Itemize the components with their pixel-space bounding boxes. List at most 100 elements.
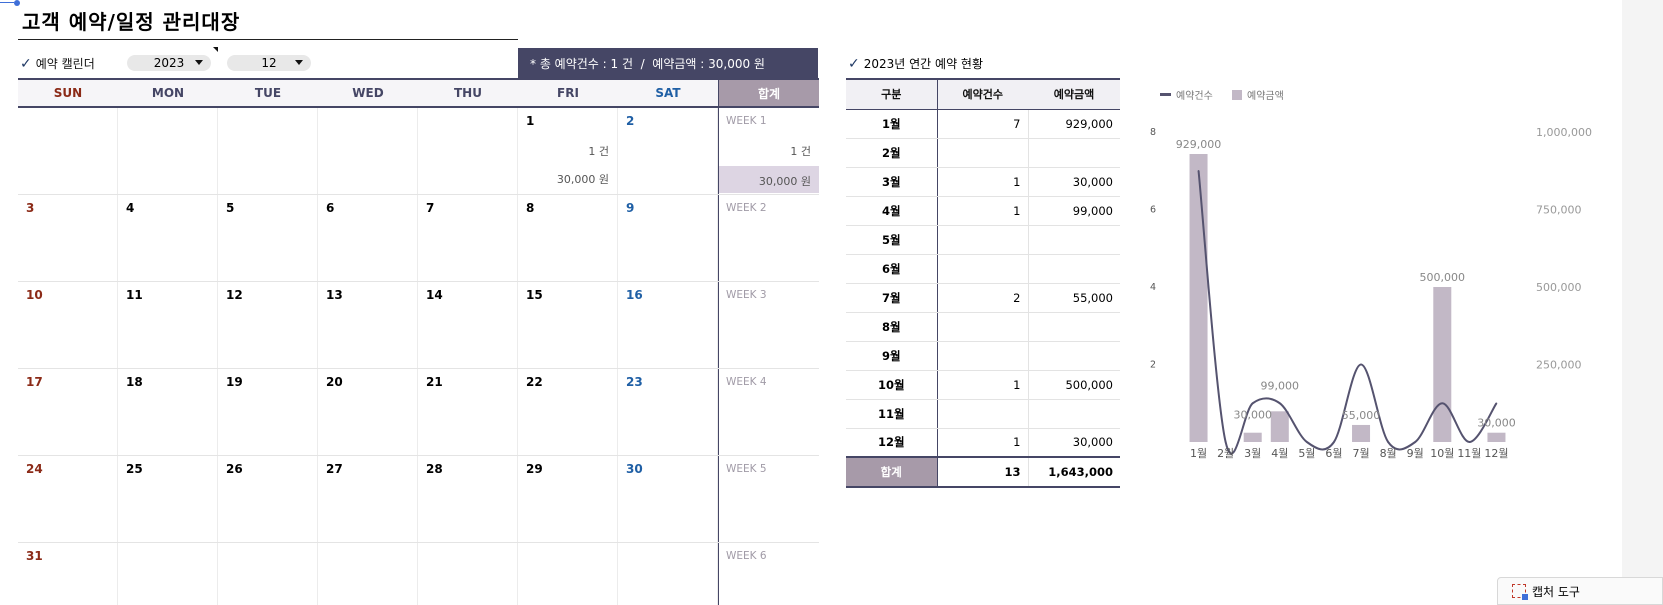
data-label: 55,000	[1342, 409, 1381, 422]
month-cell[interactable]: 7월	[846, 283, 937, 313]
calendar-day-cell[interactable]	[218, 543, 318, 605]
calendar-day-cell[interactable]	[418, 543, 518, 605]
calendar-day-cell[interactable]: 9	[618, 195, 718, 281]
amount-cell[interactable]	[1028, 138, 1120, 168]
month-cell[interactable]: 3월	[846, 167, 937, 197]
calendar-day-cell[interactable]: 17	[18, 369, 118, 455]
calendar-day-cell[interactable]	[218, 108, 318, 194]
calendar-day-cell[interactable]	[18, 108, 118, 194]
count-cell[interactable]	[936, 225, 1029, 255]
calendar-day-cell[interactable]: 4	[118, 195, 218, 281]
calendar-day-cell[interactable]	[618, 543, 718, 605]
calendar-day-cell[interactable]: 5	[218, 195, 318, 281]
header-tue: TUE	[254, 86, 282, 100]
amount-cell[interactable]: 30,000	[1028, 167, 1120, 197]
count-cell[interactable]: 7	[936, 109, 1029, 139]
bar-amount	[1352, 424, 1371, 442]
count-cell[interactable]	[936, 138, 1029, 168]
amount-cell[interactable]: 929,000	[1028, 109, 1120, 139]
month-cell[interactable]: 2월	[846, 138, 937, 168]
comment-indicator-icon	[213, 47, 218, 52]
count-cell[interactable]	[936, 399, 1029, 429]
calendar-day-cell[interactable]: 6	[318, 195, 418, 281]
cell-selection-handle[interactable]	[0, 0, 20, 6]
annual-table-row: 2월	[846, 138, 1120, 168]
calendar-day-cell[interactable]: 11	[118, 282, 218, 368]
count-cell[interactable]	[936, 312, 1029, 342]
legend-item-amount: 예약금액	[1247, 90, 1284, 102]
calendar-day-cell[interactable]: 7	[418, 195, 518, 281]
count-cell[interactable]: 2	[936, 283, 1029, 313]
calendar-day-cell[interactable]: 3	[18, 195, 118, 281]
month-cell[interactable]: 11월	[846, 399, 937, 429]
calendar-day-cell[interactable]	[118, 108, 218, 194]
month-cell[interactable]: 12월	[846, 428, 937, 458]
calendar-day-cell[interactable]: 14	[418, 282, 518, 368]
calendar-day-cell[interactable]: 18	[118, 369, 218, 455]
calendar-day-cell[interactable]: 29	[518, 456, 618, 542]
weekly-sum-cell: WEEK 5	[718, 456, 819, 542]
checkmark-icon: ✓	[848, 55, 860, 72]
month-select[interactable]: 12	[227, 55, 311, 71]
amount-cell[interactable]: 30,000	[1028, 428, 1120, 458]
calendar-day-cell[interactable]: 19	[218, 369, 318, 455]
calendar-day-cell[interactable]: 8	[518, 195, 618, 281]
count-cell[interactable]: 1	[936, 428, 1029, 458]
calendar-day-cell[interactable]: 23	[618, 369, 718, 455]
calendar-day-cell[interactable]	[118, 543, 218, 605]
weekly-sum-cell: WEEK 6	[718, 543, 819, 605]
calendar-day-cell[interactable]	[418, 108, 518, 194]
y-right-tick-label: 750,000	[1536, 204, 1582, 217]
calendar-day-cell[interactable]: 26	[218, 456, 318, 542]
calendar-day-cell[interactable]: 13	[318, 282, 418, 368]
calendar-day-cell[interactable]: 12	[218, 282, 318, 368]
month-cell[interactable]: 4월	[846, 196, 937, 226]
count-cell[interactable]: 1	[936, 196, 1029, 226]
calendar-day-cell[interactable]: 28	[418, 456, 518, 542]
amount-cell[interactable]	[1028, 225, 1120, 255]
count-cell[interactable]	[936, 254, 1029, 284]
capture-tool-taskbar[interactable]: 캡처 도구	[1497, 577, 1663, 605]
calendar-week-row: 1 1 건 30,000 원 2 WEEK 1 1 건 30,000 원	[18, 108, 819, 195]
calendar-day-cell[interactable]: 31	[18, 543, 118, 605]
month-cell[interactable]: 1월	[846, 109, 937, 139]
calendar-day-cell[interactable]	[318, 543, 418, 605]
amount-cell[interactable]: 500,000	[1028, 370, 1120, 400]
calendar-day-cell[interactable]: 1 1 건 30,000 원	[518, 108, 618, 194]
calendar-day-cell[interactable]: 27	[318, 456, 418, 542]
count-cell[interactable]: 1	[936, 167, 1029, 197]
calendar-day-cell[interactable]: 21	[418, 369, 518, 455]
day-number: 19	[226, 375, 243, 389]
amount-cell[interactable]	[1028, 341, 1120, 371]
calendar-day-cell[interactable]: 2	[618, 108, 718, 194]
calendar-day-cell[interactable]	[518, 543, 618, 605]
calendar-day-cell[interactable]: 20	[318, 369, 418, 455]
calendar-day-cell[interactable]: 24	[18, 456, 118, 542]
amount-cell[interactable]: 55,000	[1028, 283, 1120, 313]
calendar-day-cell[interactable]: 16	[618, 282, 718, 368]
year-select[interactable]: 2023	[127, 55, 211, 71]
data-label: 30,000	[1477, 417, 1516, 430]
month-cell[interactable]: 8월	[846, 312, 937, 342]
annual-table-row: 5월	[846, 225, 1120, 255]
month-cell[interactable]: 10월	[846, 370, 937, 400]
calendar-day-cell[interactable]: 30	[618, 456, 718, 542]
calendar-day-cell[interactable]: 10	[18, 282, 118, 368]
line-point	[1360, 363, 1362, 366]
calendar-day-cell[interactable]: 25	[118, 456, 218, 542]
amount-cell[interactable]	[1028, 312, 1120, 342]
calendar-section-label: ✓ 예약 캘린더	[20, 55, 95, 72]
month-cell[interactable]: 6월	[846, 254, 937, 284]
calendar-day-cell[interactable]: 22	[518, 369, 618, 455]
legend-line-swatch	[1160, 93, 1171, 96]
day-number: 23	[626, 375, 643, 389]
month-cell[interactable]: 5월	[846, 225, 937, 255]
amount-cell[interactable]: 99,000	[1028, 196, 1120, 226]
count-cell[interactable]	[936, 341, 1029, 371]
amount-cell[interactable]	[1028, 399, 1120, 429]
calendar-day-cell[interactable]	[318, 108, 418, 194]
calendar-day-cell[interactable]: 15	[518, 282, 618, 368]
month-cell[interactable]: 9월	[846, 341, 937, 371]
amount-cell[interactable]	[1028, 254, 1120, 284]
count-cell[interactable]: 1	[936, 370, 1029, 400]
